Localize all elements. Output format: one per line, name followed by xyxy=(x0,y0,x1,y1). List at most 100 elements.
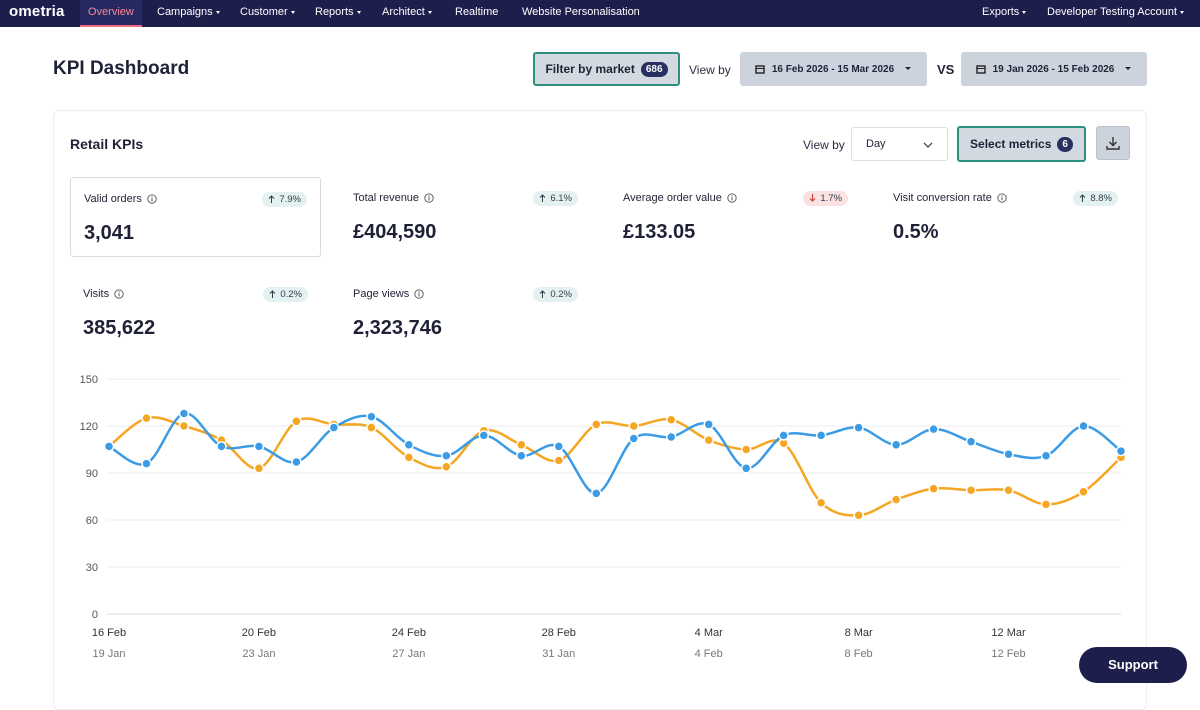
kpi-change-value: 1.7% xyxy=(820,193,842,204)
data-point xyxy=(890,494,902,505)
kpi-card: Page views 0.2% 2,323,746 xyxy=(340,273,591,353)
data-point xyxy=(740,444,752,455)
date-range-button[interactable]: 16 Feb 2026 - 15 Mar 2026 xyxy=(740,52,927,86)
data-point xyxy=(553,441,565,452)
caret xyxy=(905,67,912,70)
x-tick-label: 16 Feb xyxy=(92,627,126,639)
filter-button[interactable]: Filter by market 686 xyxy=(533,52,680,86)
nav-item[interactable]: Architect xyxy=(382,0,432,27)
info-icon[interactable] xyxy=(997,193,1007,203)
data-point xyxy=(591,488,602,499)
data-point xyxy=(441,461,452,472)
x-tick-label: 4 Mar xyxy=(695,627,723,639)
kpi-card: Visit conversion rate 8.8% 0.5% xyxy=(880,177,1131,257)
calendar-icon xyxy=(975,65,986,74)
nav-item[interactable]: Exports xyxy=(982,0,1026,27)
kpi-name-row: Visit conversion rate xyxy=(893,192,1007,204)
data-point xyxy=(740,463,752,474)
kpi-name: Page views xyxy=(353,288,410,300)
data-point xyxy=(703,419,714,430)
y-tick-label: 150 xyxy=(80,374,98,386)
compare-range-button[interactable]: 19 Jan 2026 - 15 Feb 2026 xyxy=(961,52,1147,86)
compare-range: 19 Jan 2026 - 15 Feb 2026 xyxy=(992,63,1115,75)
data-point xyxy=(1003,484,1014,496)
info-icon[interactable] xyxy=(114,289,124,299)
vs-label: VS xyxy=(937,62,955,77)
y-tick-label: 120 xyxy=(80,421,98,433)
data-point xyxy=(141,458,152,469)
y-tick-label: 30 xyxy=(86,562,98,574)
download-icon xyxy=(1106,137,1120,150)
trend-arrow xyxy=(809,194,816,202)
data-point xyxy=(853,510,864,521)
kpi-name: Valid orders xyxy=(84,193,142,205)
info-icon[interactable] xyxy=(424,193,434,203)
x-tick-label-compare: 27 Jan xyxy=(392,648,425,660)
data-point xyxy=(815,430,827,441)
data-point xyxy=(928,423,939,435)
data-point xyxy=(628,420,639,432)
page-title: KPI Dashboard xyxy=(53,58,190,79)
kpi-name: Visit conversion rate xyxy=(893,192,992,204)
page: ometria Overview Campaigns Customer Reports… xyxy=(0,0,1200,664)
kpi-name: Average order value xyxy=(623,192,722,204)
select-metrics: Select metrics xyxy=(970,137,1052,151)
granularity-select[interactable]: Day xyxy=(851,127,948,161)
view-by-label: View by xyxy=(689,63,731,77)
granularity: Day xyxy=(866,138,886,150)
kpi-card: Visits 0.2% 385,622 xyxy=(70,273,321,353)
data-point xyxy=(366,422,377,433)
trend-arrow xyxy=(539,194,546,202)
nav-item[interactable]: Realtime xyxy=(455,6,499,18)
select-metrics-button[interactable]: Select metrics 6 xyxy=(957,126,1086,162)
data-point xyxy=(1078,486,1089,498)
data-point xyxy=(665,414,677,425)
kpi-value: 3,041 xyxy=(84,222,135,244)
data-point xyxy=(516,450,527,462)
trend-arrow xyxy=(269,290,276,298)
info-icon[interactable] xyxy=(727,193,737,203)
metrics-count: 6 xyxy=(1057,136,1073,152)
kpi-change: 6.1% xyxy=(533,191,578,206)
chevron xyxy=(923,142,933,148)
data-point xyxy=(815,497,827,509)
data-point xyxy=(965,484,977,496)
data-point xyxy=(1040,499,1052,510)
x-tick-label-compare: 12 Feb xyxy=(991,648,1025,660)
data-point xyxy=(253,441,265,452)
nav-item[interactable]: Website Personalisation xyxy=(522,6,640,18)
kpi-value: £404,590 xyxy=(353,221,437,243)
kpi-change: 0.2% xyxy=(533,287,578,302)
nav-item[interactable]: Reports xyxy=(315,0,361,27)
kpi-change: 0.2% xyxy=(263,287,308,302)
y-tick-label: 60 xyxy=(86,515,98,527)
nav-item[interactable]: Overview xyxy=(80,0,142,27)
logo[interactable]: ometria xyxy=(9,3,65,20)
view-by-label: View by xyxy=(803,138,845,152)
kpi-value: 0.5% xyxy=(893,221,939,243)
download-button[interactable] xyxy=(1096,126,1130,160)
kpi-name: Total revenue xyxy=(353,192,420,204)
kpi-change-value: 8.8% xyxy=(1090,193,1112,204)
kpi-change: 7.9% xyxy=(262,192,307,207)
nav-item[interactable]: Developer Testing Account xyxy=(1047,0,1184,27)
kpi-value: 385,622 xyxy=(83,317,156,339)
nav-item[interactable]: Customer xyxy=(240,0,295,27)
data-point xyxy=(291,456,302,468)
data-point xyxy=(1040,450,1052,462)
support-button[interactable]: Support xyxy=(1079,647,1187,683)
kpi-name: Visits xyxy=(83,288,110,300)
data-point xyxy=(178,408,190,419)
series-line xyxy=(108,412,1122,495)
trend-arrow xyxy=(539,290,546,298)
nav-item[interactable]: Campaigns xyxy=(157,0,220,27)
support-label: Support xyxy=(1108,657,1158,672)
kpi-value: 2,323,746 xyxy=(353,317,442,339)
info-icon[interactable] xyxy=(414,289,424,299)
filter-label: Filter by market xyxy=(545,62,635,76)
info-icon[interactable] xyxy=(147,194,157,204)
x-tick-label-compare: 19 Jan xyxy=(92,648,125,660)
line-chart: 0 30 60 90 120 150 16 Feb 19 Jan 20 Feb 23 Jan 24 … xyxy=(80,374,1127,660)
data-point xyxy=(553,455,565,466)
data-point xyxy=(516,439,527,451)
